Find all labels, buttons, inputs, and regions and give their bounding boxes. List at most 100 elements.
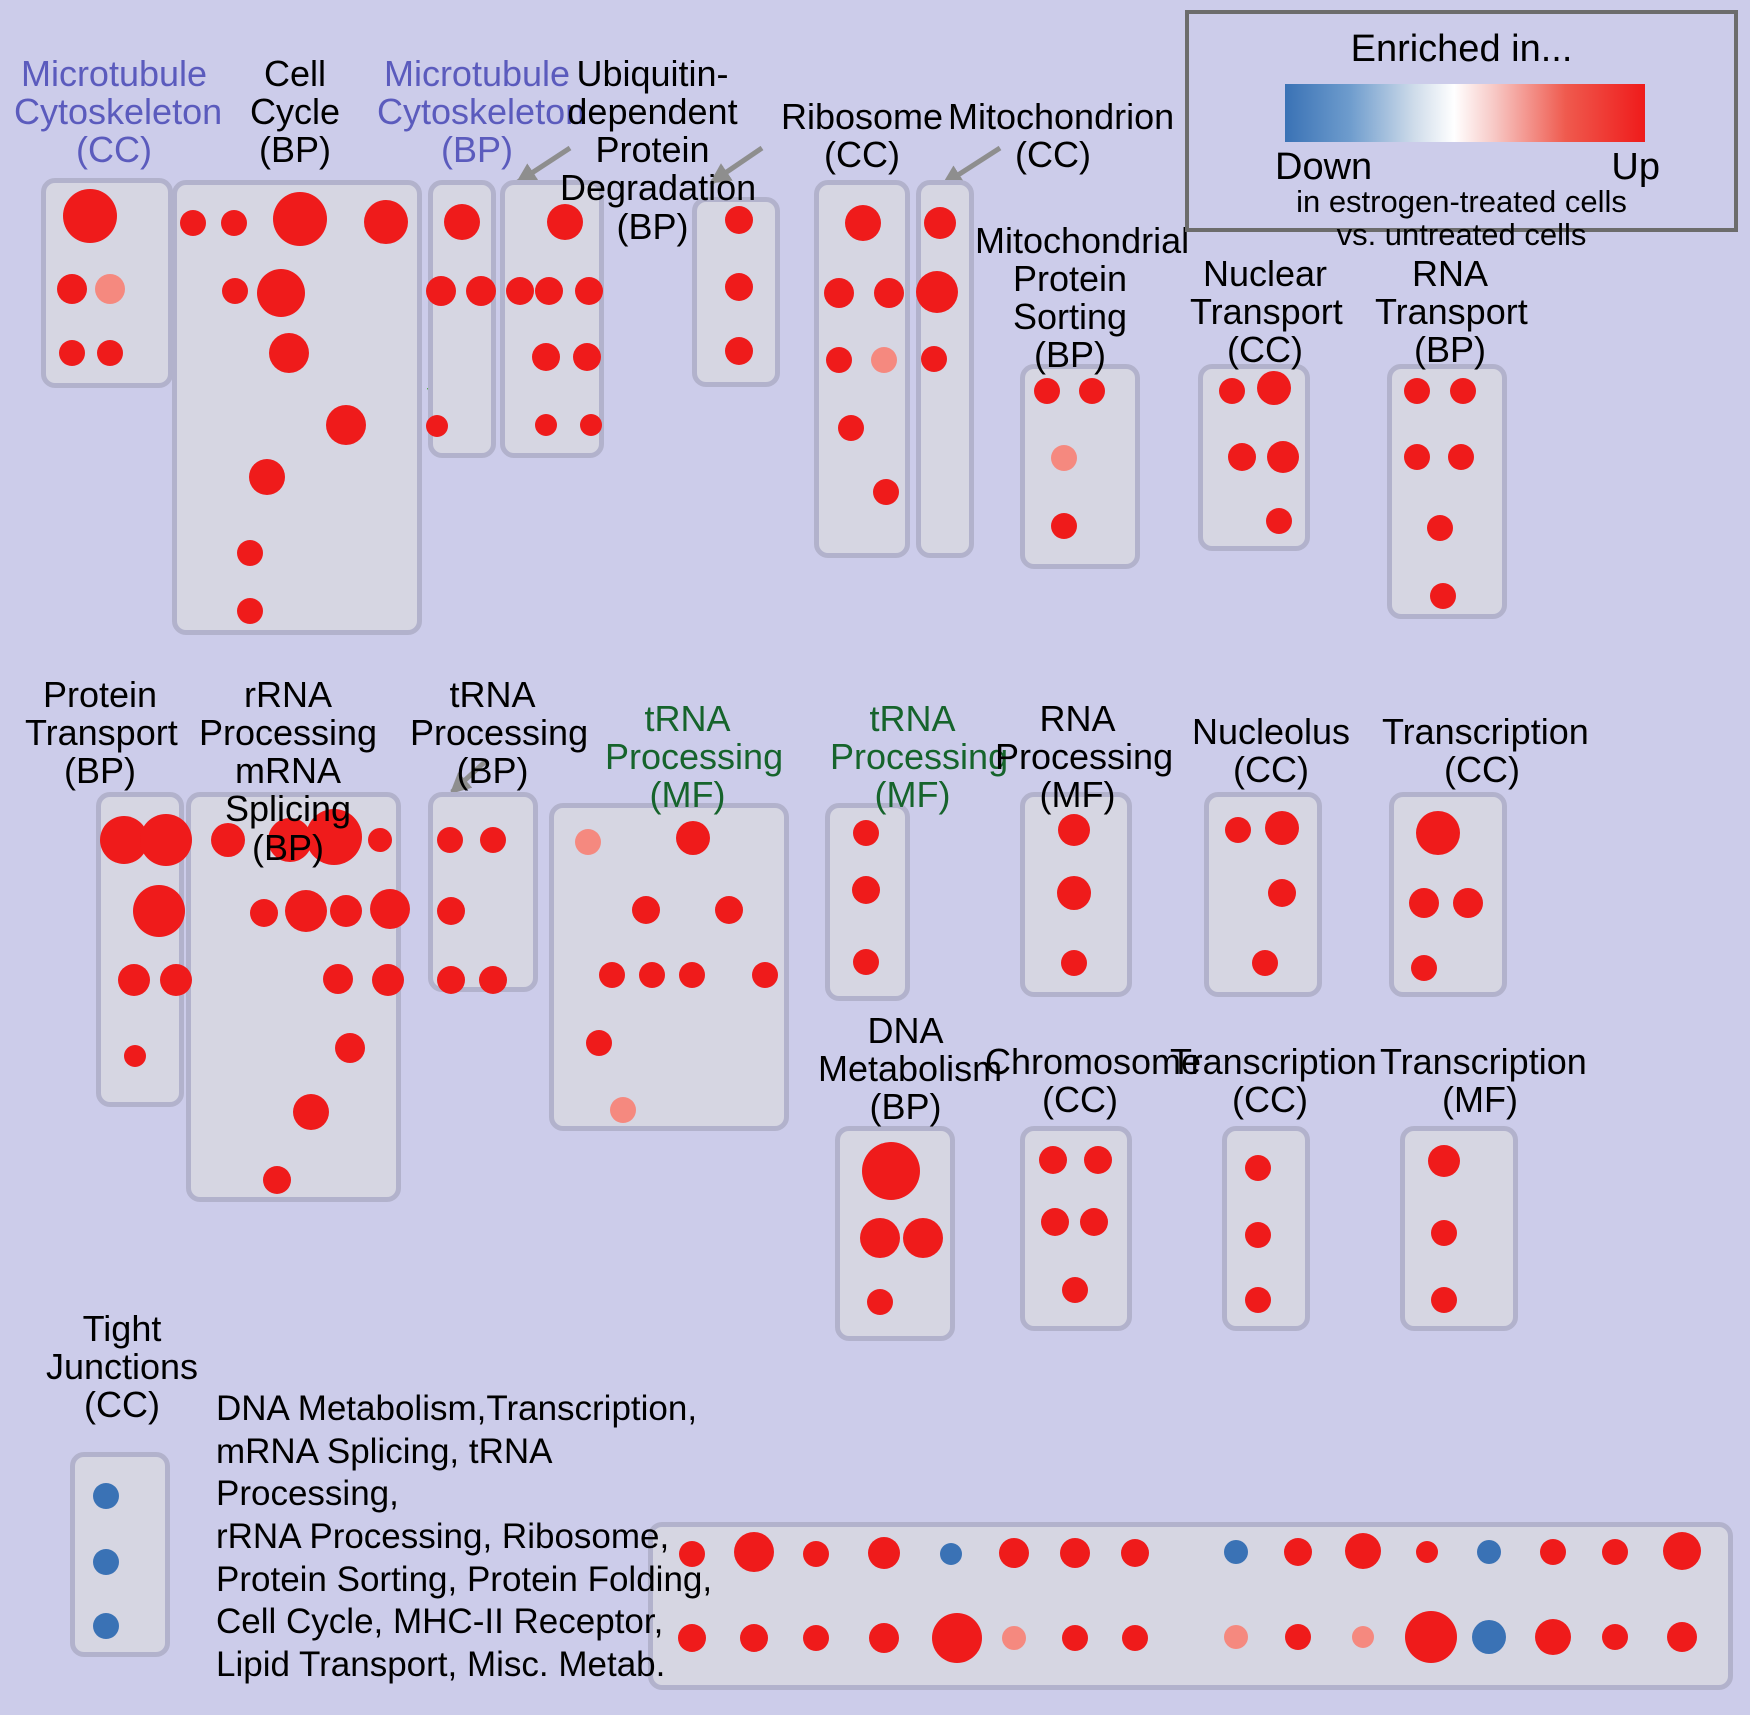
gene-node[interactable]	[372, 964, 404, 996]
gene-node[interactable]	[869, 1623, 899, 1653]
gene-node[interactable]	[1080, 1208, 1108, 1236]
gene-node[interactable]	[1430, 583, 1456, 609]
gene-node[interactable]	[535, 277, 563, 305]
gene-node[interactable]	[1284, 1538, 1312, 1566]
gene-node[interactable]	[293, 1094, 329, 1130]
gene-node[interactable]	[59, 340, 85, 366]
gene-node[interactable]	[466, 276, 496, 306]
gene-node[interactable]	[1448, 444, 1474, 470]
gene-node[interactable]	[1352, 1626, 1374, 1648]
gene-node[interactable]	[437, 966, 465, 994]
gene-node[interactable]	[1266, 508, 1292, 534]
gene-node[interactable]	[1039, 1146, 1067, 1174]
gene-node[interactable]	[535, 414, 557, 436]
gene-node[interactable]	[903, 1218, 943, 1258]
gene-node[interactable]	[1002, 1626, 1026, 1650]
gene-node[interactable]	[426, 276, 456, 306]
gene-node[interactable]	[1245, 1155, 1271, 1181]
gene-node[interactable]	[740, 1624, 768, 1652]
gene-node[interactable]	[826, 347, 852, 373]
gene-node[interactable]	[838, 415, 864, 441]
gene-node[interactable]	[871, 347, 897, 373]
gene-node[interactable]	[124, 1045, 146, 1067]
gene-node[interactable]	[1265, 811, 1299, 845]
gene-node[interactable]	[725, 206, 753, 234]
gene-node[interactable]	[437, 897, 465, 925]
gene-node[interactable]	[532, 343, 560, 371]
gene-node[interactable]	[93, 1549, 119, 1575]
gene-node[interactable]	[575, 277, 603, 305]
gene-node[interactable]	[853, 949, 879, 975]
gene-node[interactable]	[1257, 371, 1291, 405]
gene-node[interactable]	[1058, 814, 1090, 846]
gene-node[interactable]	[679, 1541, 705, 1567]
gene-node[interactable]	[1345, 1533, 1381, 1569]
gene-node[interactable]	[364, 200, 408, 244]
gene-node[interactable]	[1663, 1532, 1701, 1570]
gene-node[interactable]	[1428, 1145, 1460, 1177]
gene-node[interactable]	[263, 1166, 291, 1194]
gene-node[interactable]	[1472, 1620, 1506, 1654]
gene-node[interactable]	[1122, 1625, 1148, 1651]
gene-node[interactable]	[921, 346, 947, 372]
gene-node[interactable]	[306, 809, 362, 865]
gene-node[interactable]	[853, 820, 879, 846]
gene-node[interactable]	[1079, 378, 1105, 404]
gene-node[interactable]	[250, 899, 278, 927]
gene-node[interactable]	[1404, 378, 1430, 404]
gene-node[interactable]	[1084, 1146, 1112, 1174]
gene-node[interactable]	[752, 962, 778, 988]
gene-node[interactable]	[268, 818, 312, 862]
gene-node[interactable]	[1405, 1611, 1457, 1663]
gene-node[interactable]	[873, 479, 899, 505]
gene-node[interactable]	[326, 405, 366, 445]
gene-node[interactable]	[180, 210, 206, 236]
gene-node[interactable]	[599, 962, 625, 988]
gene-node[interactable]	[862, 1142, 920, 1200]
gene-node[interactable]	[140, 814, 192, 866]
gene-node[interactable]	[221, 210, 247, 236]
gene-node[interactable]	[323, 964, 353, 994]
gene-node[interactable]	[676, 821, 710, 855]
gene-node[interactable]	[273, 192, 327, 246]
gene-node[interactable]	[999, 1538, 1029, 1568]
gene-node[interactable]	[1224, 1540, 1248, 1564]
gene-node[interactable]	[580, 414, 602, 436]
gene-node[interactable]	[93, 1613, 119, 1639]
gene-node[interactable]	[222, 278, 248, 304]
gene-node[interactable]	[368, 828, 392, 852]
gene-node[interactable]	[330, 895, 362, 927]
gene-node[interactable]	[93, 1483, 119, 1509]
gene-node[interactable]	[249, 459, 285, 495]
gene-node[interactable]	[118, 964, 150, 996]
gene-node[interactable]	[1409, 888, 1439, 918]
gene-node[interactable]	[1477, 1540, 1501, 1564]
gene-node[interactable]	[1453, 888, 1483, 918]
gene-node[interactable]	[1416, 1541, 1438, 1563]
gene-node[interactable]	[506, 277, 534, 305]
gene-node[interactable]	[1228, 443, 1256, 471]
gene-node[interactable]	[860, 1218, 900, 1258]
gene-node[interactable]	[547, 204, 583, 240]
gene-node[interactable]	[586, 1030, 612, 1056]
gene-node[interactable]	[940, 1543, 962, 1565]
gene-node[interactable]	[1535, 1619, 1571, 1655]
gene-node[interactable]	[133, 885, 185, 937]
gene-node[interactable]	[1285, 1624, 1311, 1650]
gene-node[interactable]	[426, 415, 448, 437]
gene-node[interactable]	[479, 966, 507, 994]
gene-node[interactable]	[874, 278, 904, 308]
gene-node[interactable]	[868, 1537, 900, 1569]
gene-node[interactable]	[1061, 950, 1087, 976]
gene-node[interactable]	[1121, 1539, 1149, 1567]
gene-node[interactable]	[632, 896, 660, 924]
gene-node[interactable]	[1224, 1625, 1248, 1649]
gene-node[interactable]	[1427, 515, 1453, 541]
gene-node[interactable]	[1245, 1222, 1271, 1248]
gene-node[interactable]	[1219, 378, 1245, 404]
gene-node[interactable]	[1062, 1625, 1088, 1651]
gene-node[interactable]	[1411, 955, 1437, 981]
gene-node[interactable]	[269, 333, 309, 373]
gene-node[interactable]	[916, 271, 958, 313]
gene-node[interactable]	[237, 598, 263, 624]
